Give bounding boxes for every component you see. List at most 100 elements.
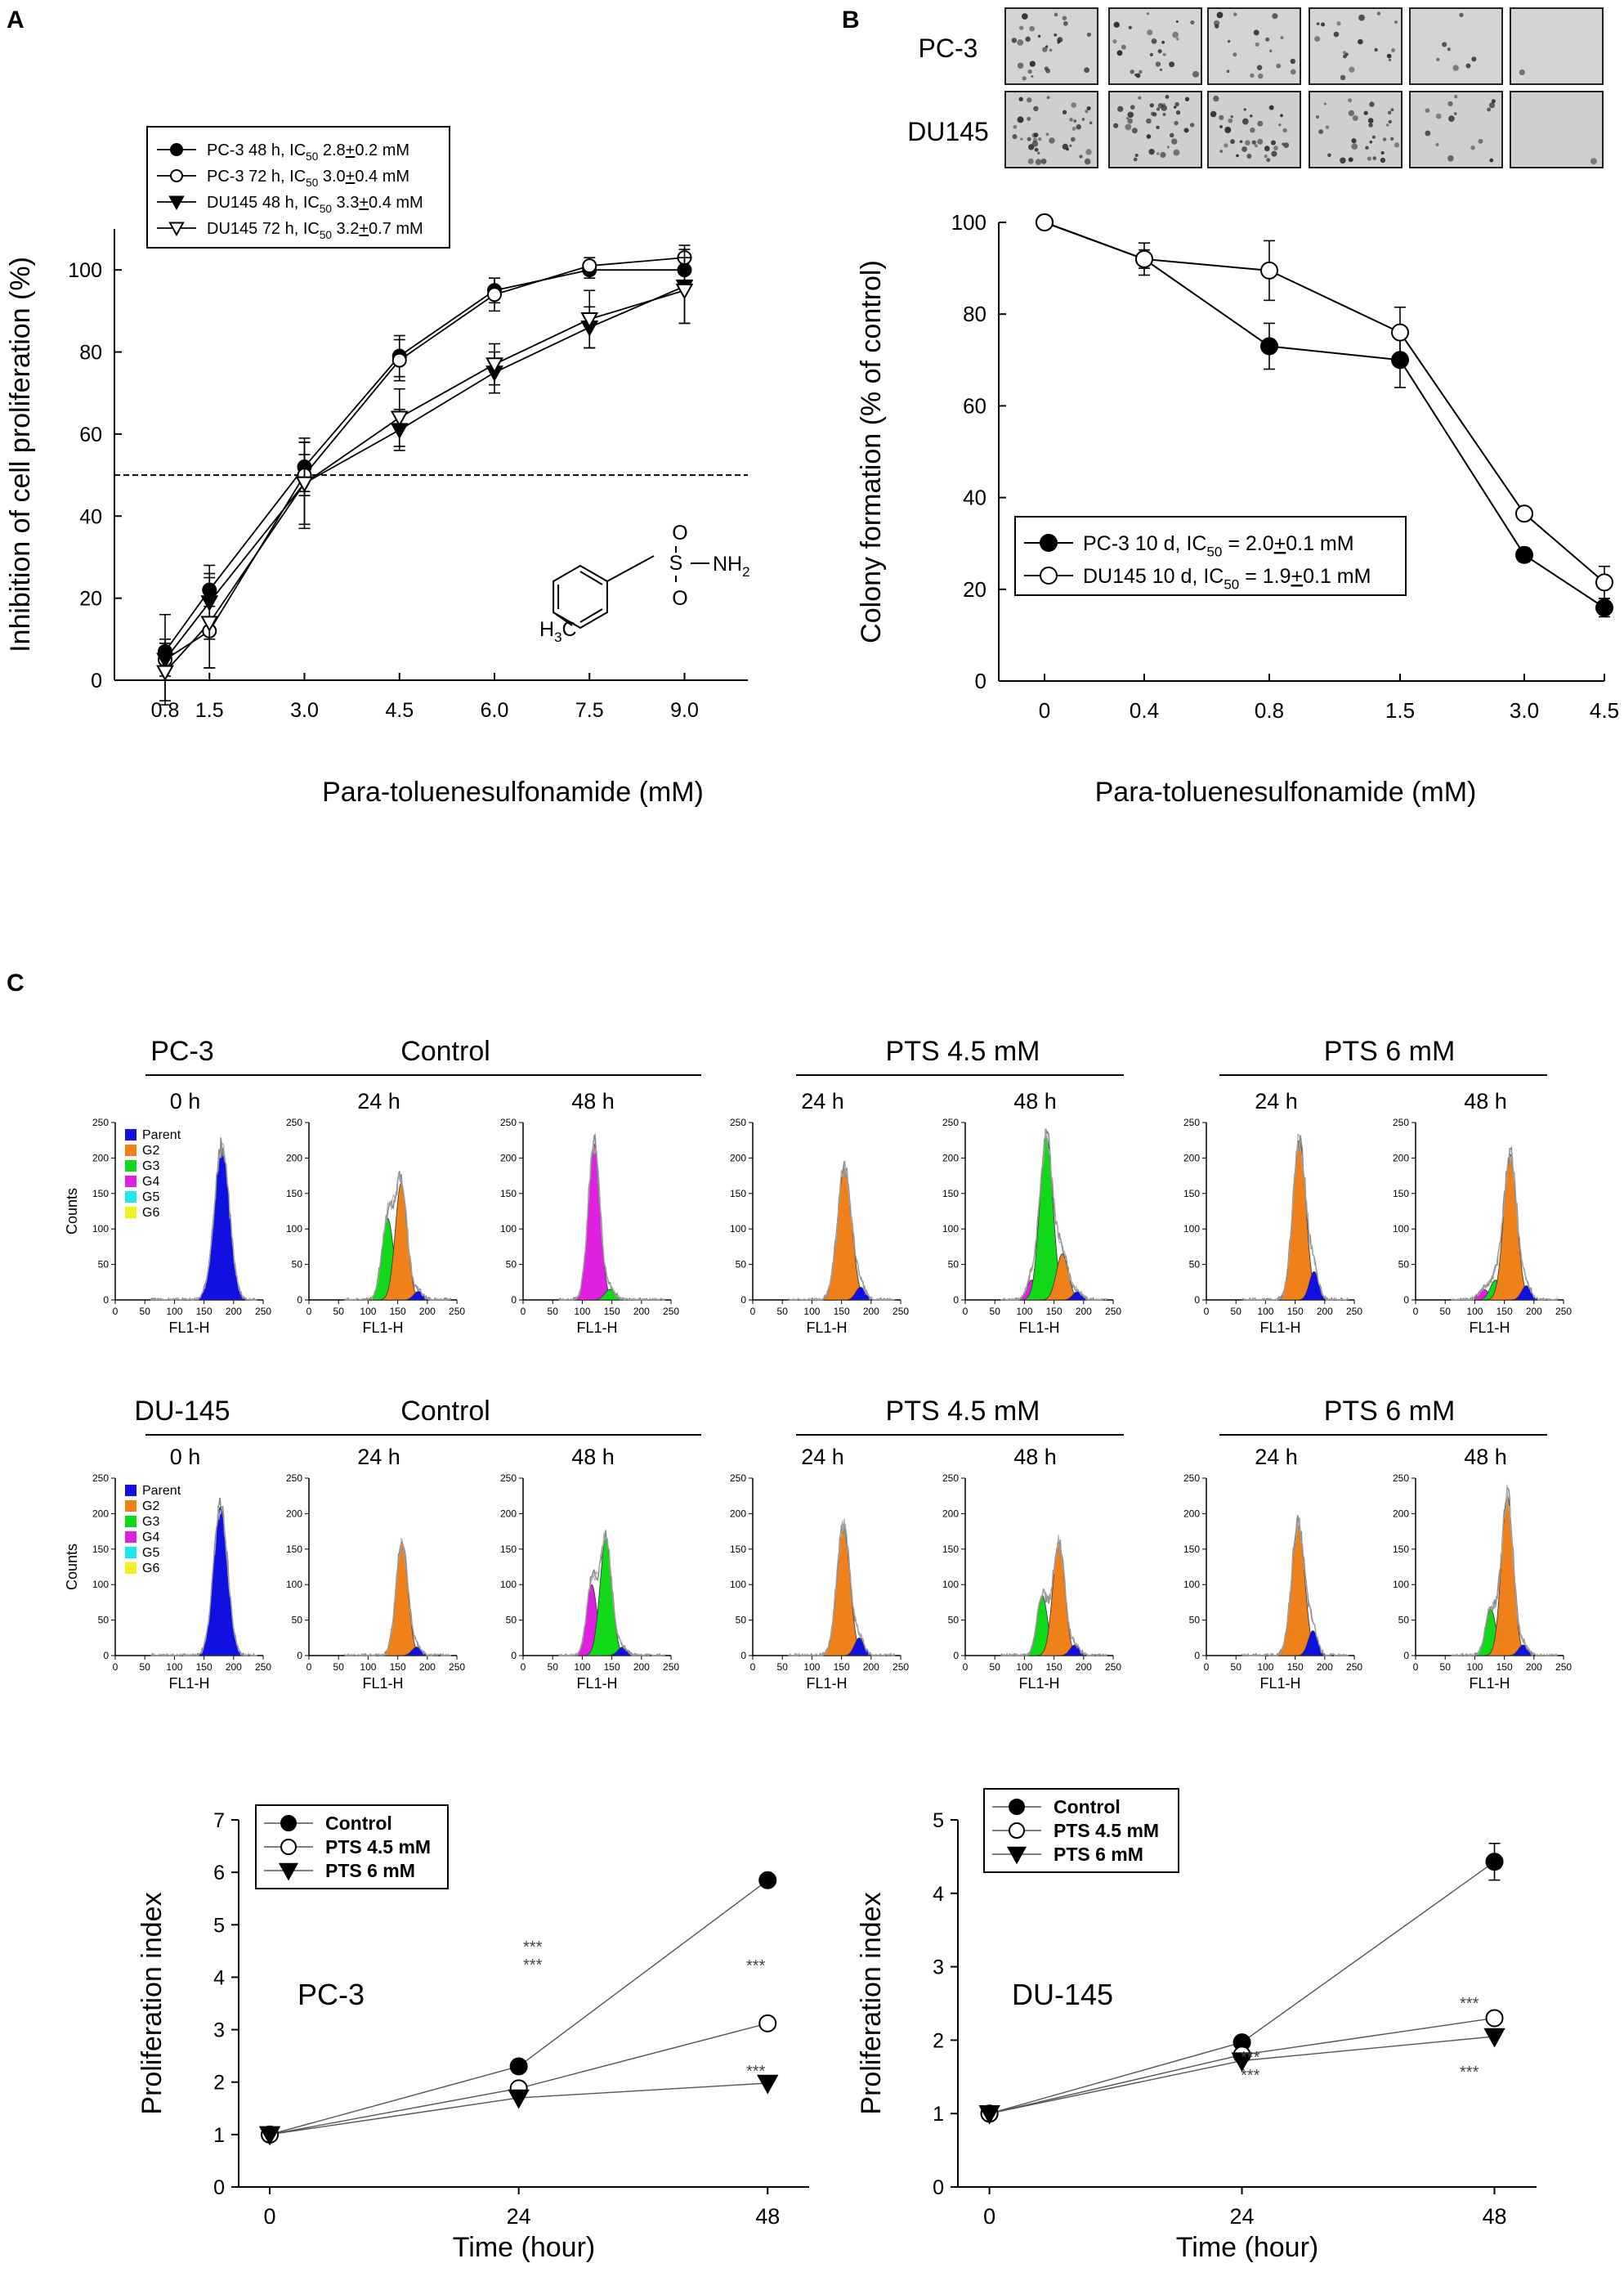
a-structure-double-bond [579,571,603,585]
c-hist-x-tick-label: 100 [1016,1306,1032,1317]
b-colony-dot [1128,25,1132,29]
b-colony-dot [1233,12,1237,16]
b-colony-dot [1037,34,1041,38]
c-hist-x-label: FL1-H [363,1320,404,1336]
c-hist-legend-swatch [125,1516,136,1527]
c-hist-y-tick-label: 100 [286,1223,302,1235]
c-hist-x-tick-label: 200 [1526,1661,1542,1673]
pc3-x-tick-label: 48 [755,2204,780,2229]
pc3-significance-stars: *** [746,2063,766,2081]
b-colony-dot [1227,39,1231,43]
b-colony-dot [1149,103,1154,108]
b-colony-dot [1027,158,1034,164]
b-colony-dot [1219,125,1223,128]
a-structure-bond [606,555,655,582]
du145-y-tick-label: 3 [933,1956,944,1979]
b-colony-dot [1258,73,1264,79]
b-colony-image [1309,91,1403,168]
pc3-y-tick-label: 5 [213,1914,225,1937]
b-colony-dot [1085,109,1089,114]
b-colony-dot [1266,158,1271,163]
b-colony-dot [1033,105,1039,112]
c-hist-x-tick-label: 250 [1105,1306,1121,1317]
pc3-legend-marker [280,1839,297,1855]
c-hist-y-tick-label: 100 [942,1579,959,1590]
a-legend-entry: DU145 48 h, IC50 3.3+0.4 mM [207,194,423,215]
c-hist-x-tick-label: 0 [1413,1306,1419,1317]
b-colony-dot [1045,132,1049,137]
a-structure-bond [553,612,573,626]
b-colony-dot [1019,25,1024,30]
c-hist-time-label: 0 h [170,1445,201,1469]
b-colony-dot [1290,58,1296,65]
c-hist-legend-swatch [125,1207,136,1218]
c-hist-y-tick-label: 100 [942,1223,959,1235]
b-colony-dot [1394,142,1400,148]
b-colony-dot [1388,58,1392,62]
b-colony-dot [1155,61,1161,67]
a-y-axis-title: Inhibition of cell proliferation (%) [5,257,36,652]
b-colony-dot [1376,11,1381,16]
du145-legend-marker [1009,1822,1025,1839]
c-hist-legend-swatch [125,1176,136,1187]
c-hist-y-tick-label: 150 [942,1188,959,1199]
a-point [391,352,407,368]
du145-y-tick-label: 4 [933,1883,944,1906]
b-colony-dot [1054,12,1058,17]
b-colony-dot [1156,107,1161,111]
b-colony-dot [1369,140,1373,144]
b-x-tick-label: 4.5 [1590,698,1619,723]
c-hist-x-tick-label: 150 [196,1661,213,1673]
b-colony-dot [1489,158,1494,163]
b-colony-dot [1069,144,1072,147]
c-hist-y-tick-label: 100 [286,1579,302,1590]
c-hist-y-tick-label: 150 [500,1188,517,1199]
c-hist-x-tick-label: 150 [834,1306,850,1317]
c-hist-peak-g2 [378,1541,427,1656]
b-colony-dot [1219,114,1224,120]
b-colony-dot [1255,42,1259,47]
b-colony-dot [1280,36,1284,39]
b-colony-dot [1066,147,1069,151]
b-colony-dot [1323,102,1327,105]
c-hist-x-tick-label: 250 [1555,1306,1572,1317]
a-x-tick-label: 7.5 [575,699,604,722]
b-colony-dot [1031,141,1039,147]
c-hist-x-tick-label: 150 [604,1306,620,1317]
c-hist-x-tick-label: 250 [1555,1661,1572,1673]
c-hist-y-tick-label: 50 [948,1259,960,1270]
b-colony-dot [1037,151,1040,155]
a-series-line-3 [164,289,685,673]
b-colony-image [1004,7,1098,85]
b-colony-dot [1049,137,1055,144]
c-hist-x-tick-label: 150 [390,1661,406,1673]
c-hist-y-tick-label: 150 [500,1544,517,1555]
b-colony-dot [1246,154,1252,159]
a-x-tick-label: 6.0 [481,699,509,722]
c-hist-y-tick-label: 250 [730,1117,746,1128]
du145-significance-stars: *** [1241,2049,1260,2067]
c-hist-x-label: FL1-H [1019,1675,1060,1692]
b-colony-dot [1017,116,1024,123]
b-colony-dot [1159,68,1163,72]
a-legend-marker [170,169,183,182]
c-hist-x-tick-label: 150 [196,1306,213,1317]
c-hist-x-tick-label: 100 [1016,1661,1032,1673]
b-image-row-label: DU145 [907,117,989,146]
c-hist-time-label: 48 h [1464,1089,1507,1114]
b-colony-dot [1318,129,1324,135]
b-colony-dot [1343,54,1347,59]
c-hist-x-tick-label: 200 [419,1306,436,1317]
c-hist-legend-swatch [125,1562,136,1574]
a-legend-entry: PC-3 48 h, IC50 2.8+0.2 mM [207,141,409,163]
c-hist-y-tick-label: 200 [1183,1508,1200,1519]
b-colony-dot [1349,66,1355,73]
c-hist-x-label: FL1-H [1019,1320,1060,1336]
c-hist-y-tick-label: 200 [730,1152,746,1163]
du145-point [978,2105,1000,2125]
pc3-significance-stars: *** [523,1956,543,1974]
c-hist-x-tick-label: 100 [1257,1661,1273,1673]
b-colony-dot [1327,153,1331,158]
b-colony-dot [1029,25,1036,32]
